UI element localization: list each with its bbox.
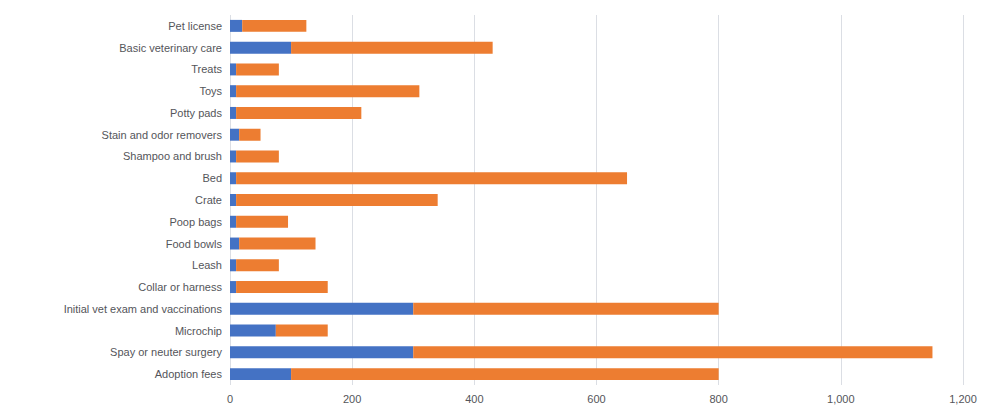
svg-text:Adoption fees: Adoption fees <box>155 368 223 380</box>
svg-text:1,000: 1,000 <box>827 393 855 405</box>
svg-text:600: 600 <box>587 393 605 405</box>
svg-text:Food bowls: Food bowls <box>166 238 223 250</box>
svg-text:Bed: Bed <box>202 172 222 184</box>
svg-text:Treats: Treats <box>191 63 222 75</box>
svg-text:Toys: Toys <box>199 85 222 97</box>
svg-text:Basic veterinary care: Basic veterinary care <box>119 42 222 54</box>
svg-text:Leash: Leash <box>192 259 222 271</box>
svg-text:Spay or neuter surgery: Spay or neuter surgery <box>110 346 222 358</box>
svg-text:200: 200 <box>343 393 361 405</box>
svg-text:Initial vet exam and vaccinati: Initial vet exam and vaccinations <box>64 303 223 315</box>
svg-text:400: 400 <box>465 393 483 405</box>
svg-text:Pet license: Pet license <box>168 20 222 32</box>
svg-text:1,200: 1,200 <box>949 393 977 405</box>
svg-text:Stain and odor removers: Stain and odor removers <box>102 129 223 141</box>
svg-text:Poop bags: Poop bags <box>169 216 222 228</box>
svg-text:Potty pads: Potty pads <box>170 107 222 119</box>
svg-text:Crate: Crate <box>195 194 222 206</box>
svg-text:800: 800 <box>709 393 727 405</box>
svg-text:Microchip: Microchip <box>175 325 222 337</box>
svg-text:Collar or harness: Collar or harness <box>138 281 222 293</box>
svg-text:0: 0 <box>227 393 233 405</box>
svg-text:Shampoo and brush: Shampoo and brush <box>123 150 222 162</box>
